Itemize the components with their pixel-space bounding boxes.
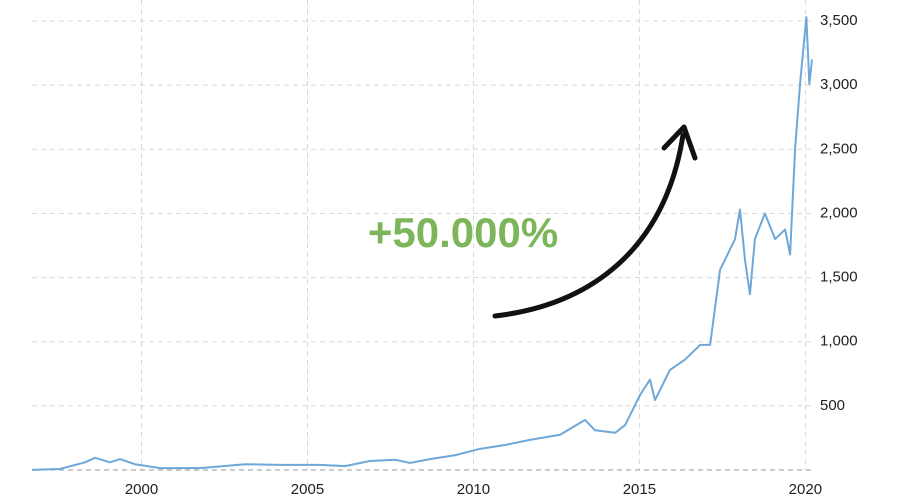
arrow	[492, 124, 698, 319]
y-tick-label: 3,000	[820, 76, 858, 93]
price-line	[31, 16, 813, 471]
x-tick-label: 2005	[291, 481, 324, 498]
y-tick-label: 3,500	[820, 12, 858, 29]
x-tick-label: 2015	[623, 481, 656, 498]
x-tick-label: 2000	[125, 481, 158, 498]
y-tick-label: 2,000	[820, 204, 858, 221]
y-tick-label: 2,500	[820, 140, 858, 157]
arrow-shaft	[492, 132, 686, 319]
y-tick-label: 500	[820, 397, 845, 414]
x-tick-label: 2010	[457, 481, 490, 498]
y-tick-label: 1,000	[820, 333, 858, 350]
annotation: +50.000%	[368, 209, 558, 256]
y-tick-label: 1,500	[820, 269, 858, 286]
arrow-head	[661, 124, 698, 161]
x-tick-label: 2020	[789, 481, 822, 498]
